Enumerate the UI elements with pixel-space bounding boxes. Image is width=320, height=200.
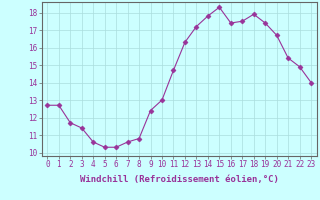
X-axis label: Windchill (Refroidissement éolien,°C): Windchill (Refroidissement éolien,°C): [80, 175, 279, 184]
